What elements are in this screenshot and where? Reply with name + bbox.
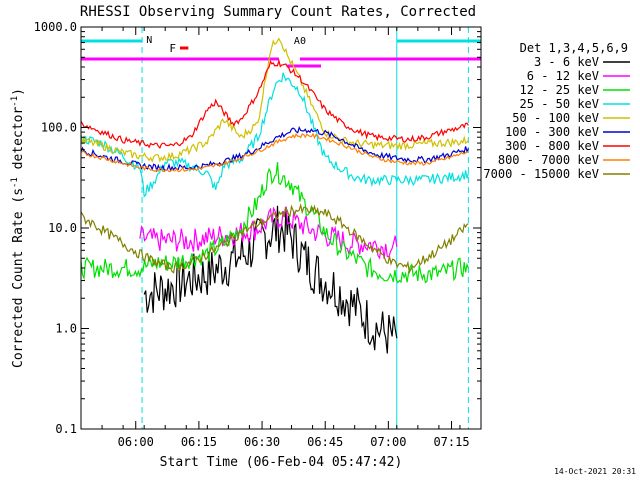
- legend-title: Det 1,3,4,5,6,9: [520, 41, 628, 55]
- y-tick-label: 1.0: [55, 322, 77, 336]
- series-line-800-7000-kev: [81, 132, 469, 173]
- series-line-3-6-kev: [143, 205, 398, 354]
- legend-label: 100 - 300 keV: [505, 125, 599, 139]
- legend-label: 6 - 12 keV: [527, 69, 599, 83]
- x-tick-label: 06:15: [181, 435, 217, 449]
- y-label-end: ): [11, 88, 26, 96]
- legend-label: 3 - 6 keV: [534, 55, 599, 69]
- x-tick-label: 07:00: [370, 435, 406, 449]
- y-tick-label: 0.1: [55, 422, 77, 436]
- x-tick-label: 07:15: [433, 435, 469, 449]
- series-line-100-300-kev: [81, 126, 469, 173]
- series-line-300-800-kev: [81, 58, 469, 149]
- legend-label: 800 - 7000 keV: [498, 153, 599, 167]
- axis-ticks: 1000.0 100.0 10.0 1.0 0.1 06:00 06:15 06:30 06:4…: [34, 20, 482, 449]
- series-line-50-100-kev: [81, 37, 469, 163]
- legend-label: 7000 - 15000 keV: [483, 167, 599, 181]
- x-tick-label: 06:45: [307, 435, 343, 449]
- x-axis-label: Start Time (06-Feb-04 05:47:42): [160, 455, 403, 470]
- y-label-sup-1: -1: [10, 177, 20, 188]
- attenuator-annotation: A0: [294, 36, 306, 47]
- legend-label: 50 - 100 keV: [512, 111, 599, 125]
- legend-label: 12 - 25 keV: [520, 83, 599, 97]
- y-label-mid: detector: [11, 107, 26, 178]
- series-line-7000-15000-kev: [81, 202, 469, 275]
- x-tick-label: 06:00: [118, 435, 154, 449]
- series-line-12-25-kev: [81, 162, 469, 284]
- y-tick-label: 10.0: [48, 221, 77, 235]
- legend-label: 25 - 50 keV: [520, 97, 599, 111]
- y-tick-label: 1000.0: [34, 20, 77, 34]
- chart-title: RHESSI Observing Summary Count Rates, Co…: [80, 4, 476, 20]
- flag-label-n: N: [146, 35, 152, 46]
- flag-label-f: F: [169, 42, 176, 55]
- y-label-main: Corrected Count Rate (s: [11, 188, 26, 368]
- timestamp: 14-Oct-2021 20:31: [554, 467, 636, 476]
- x-tick-label: 06:30: [244, 435, 280, 449]
- y-axis-label: Corrected Count Rate (s-1 detector-1): [10, 88, 26, 368]
- legend-label: 300 - 800 keV: [505, 139, 599, 153]
- y-label-sup-2: -1: [10, 96, 20, 107]
- y-tick-label: 100.0: [41, 121, 77, 135]
- series-line-25-50-kev: [81, 72, 469, 198]
